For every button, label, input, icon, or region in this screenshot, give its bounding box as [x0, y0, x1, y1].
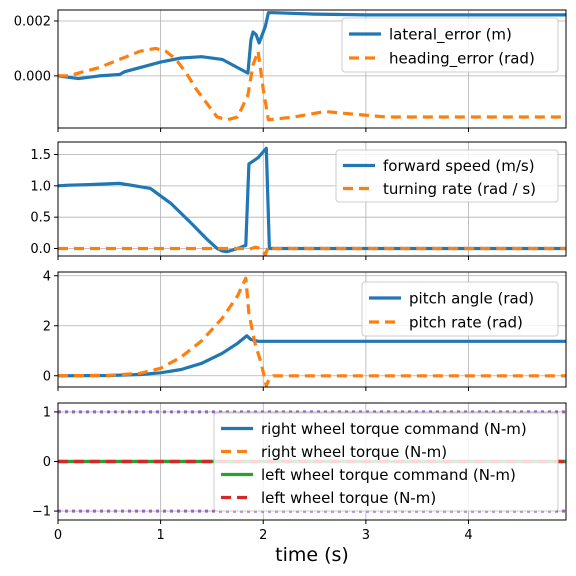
axes-frame: [57, 9, 567, 129]
y-tick-label: 0.002: [14, 14, 51, 29]
y-tick-label: 1.0: [30, 179, 51, 194]
series-line: [58, 334, 566, 378]
legend-label: pitch rate (rad): [409, 314, 523, 332]
legend-label: left wheel torque command (N-m): [261, 466, 516, 484]
y-tick-label: 1.5: [30, 148, 51, 163]
series-line: [58, 46, 566, 122]
y-tick-label: 0: [43, 369, 51, 384]
legend-label: right wheel torque (N-m): [261, 443, 447, 461]
legend-label: right wheel torque command (N-m): [261, 420, 527, 438]
legend: [341, 17, 559, 73]
x-tick-label: 0: [54, 528, 62, 543]
series-line: [58, 146, 566, 254]
legend-label: lateral_error (m): [389, 26, 512, 45]
legend-label: forward speed (m/s): [383, 157, 535, 175]
x-axis-label: time (s): [275, 544, 349, 566]
y-tick-label: 4: [43, 269, 51, 284]
y-tick-label: 0: [43, 455, 51, 470]
y-tick-label: −1: [32, 505, 51, 520]
panel-speed: 0.0 0.5 1.0 1.5 forward speed (m/s) turning r…: [30, 141, 567, 260]
legend: [213, 412, 559, 512]
legend: [335, 149, 559, 203]
y-tick-label: 1: [43, 405, 51, 420]
x-tick-label: 3: [362, 528, 370, 543]
panel-errors: 0.000 0.002 lateral_error (m) heading_error…: [14, 9, 567, 132]
legend-label: left wheel torque (N-m): [261, 489, 436, 507]
legend-label: pitch angle (rad): [409, 290, 534, 308]
x-tick-label: 4: [464, 528, 472, 543]
legend-label: turning rate (rad / s): [383, 180, 536, 198]
axes-frame: [57, 141, 567, 257]
y-tick-label: 0.000: [14, 69, 51, 84]
series-line: [58, 276, 566, 387]
x-tick-label: 2: [259, 528, 267, 543]
y-tick-label: 0.5: [30, 211, 51, 226]
panel-pitch: 0 2 4 pitch angle (rad) pitch rate (rad): [43, 269, 567, 391]
x-tick-label: 1: [156, 528, 164, 543]
series-line: [58, 245, 566, 256]
legend: [361, 281, 559, 337]
y-tick-label: 0.0: [30, 242, 51, 257]
y-tick-label: 2: [43, 319, 51, 334]
axes-frame: [57, 271, 567, 388]
legend-label: heading_error (rad): [389, 50, 535, 69]
series-line: [58, 11, 566, 81]
